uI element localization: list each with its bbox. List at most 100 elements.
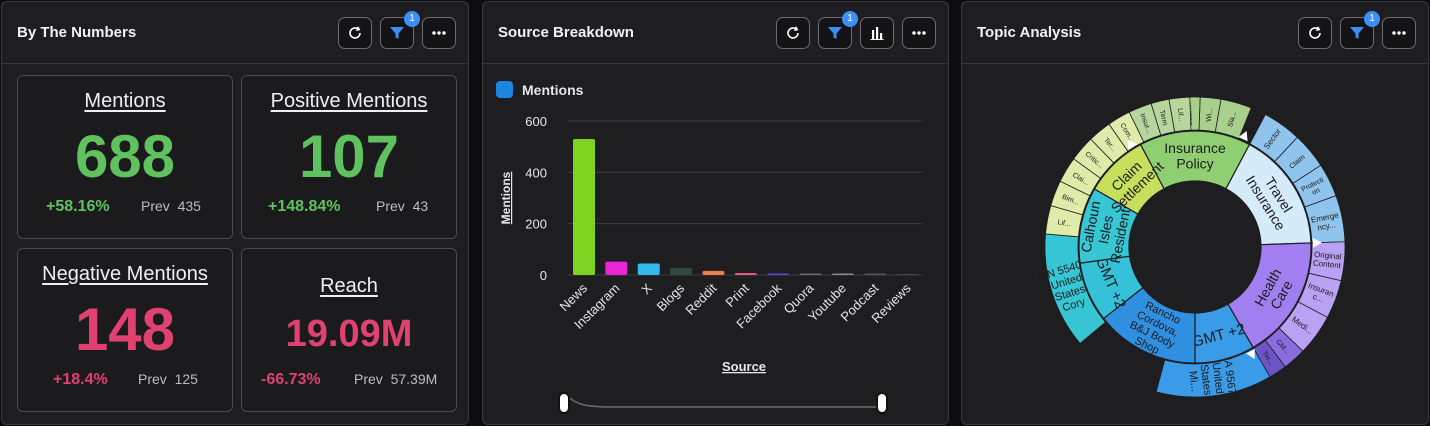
segment-label-line: Policy (1176, 156, 1213, 172)
subtopic-segment[interactable] (1214, 98, 1252, 140)
bar-facebook[interactable] (767, 273, 790, 276)
filter-icon (1350, 26, 1364, 39)
refresh-icon (349, 25, 361, 39)
y-tick-label: 0 (540, 268, 547, 283)
x-axis-title: Source (722, 359, 766, 374)
range-handle-right[interactable] (876, 392, 888, 414)
segment-label-line: Mi... (1186, 370, 1201, 392)
y-tick-label: 600 (525, 114, 547, 129)
kpi-card-negative-mentions[interactable]: Negative Mentions 148 +18.4% Prev 125 (17, 248, 233, 412)
bar-x[interactable] (637, 263, 660, 275)
y-tick-labels: 0 200 400 600 (525, 114, 547, 283)
range-handle-left[interactable] (558, 392, 570, 414)
kpi-prev-label: Prev (141, 198, 170, 214)
kpi-change: -66.73% (261, 371, 321, 388)
segment-label-line: Wi... (1206, 107, 1214, 122)
chart-grid (567, 120, 923, 276)
segment-label: Sla... (1227, 111, 1238, 128)
segment-label-line: Sla... (1227, 111, 1238, 128)
kpi-label[interactable]: Mentions (84, 90, 166, 112)
segment-label-line: Term (1158, 110, 1168, 127)
pointer-marker (1127, 139, 1137, 150)
kpi-label[interactable]: Positive Mentions (270, 90, 428, 112)
kpi-prev-value: 435 (177, 198, 201, 214)
filter-button[interactable]: 1 (380, 10, 420, 49)
x-tick-label: X (638, 280, 655, 297)
segment-label-line: Isles (1095, 214, 1116, 245)
subtopic-segment[interactable] (1155, 347, 1271, 398)
segment-label-line: Insurance (1164, 140, 1226, 156)
segment-label: Lif... (1057, 219, 1071, 228)
y-axis-title: Mentions (499, 171, 513, 224)
chart-bars (573, 138, 919, 276)
more-options-button[interactable] (422, 16, 456, 49)
kpi-change: +18.4% (53, 371, 108, 388)
bar-blogs[interactable] (670, 267, 693, 275)
segment-label-line: on (1311, 187, 1321, 197)
source-panel-header: Source Breakdown 1 (483, 2, 948, 64)
bar-news[interactable] (573, 138, 595, 275)
topic-sunburst: Bim...Busin...Wi...Sla...SectorClaimProt… (1037, 96, 1346, 406)
bar-reviews[interactable] (896, 274, 919, 275)
bar-reddit[interactable] (702, 270, 725, 275)
kpi-prev: Prev 57.39M (354, 371, 437, 387)
source-panel: Source Breakdown 1 Mentions 0 200 400 600 M… (482, 1, 949, 425)
chart-type-button[interactable] (860, 16, 894, 49)
kpi-card-positive-mentions[interactable]: Positive Mentions 107 +148.84% Prev 43 (241, 75, 457, 239)
filter-button[interactable]: 1 (818, 10, 858, 49)
segment-label-line: Content (1313, 259, 1343, 271)
refresh-button[interactable] (776, 16, 810, 49)
topic-segment[interactable] (1093, 143, 1165, 215)
segment-label: OriginalContent (1313, 250, 1343, 270)
range-slider[interactable] (558, 392, 888, 414)
kpi-value: 688 (74, 123, 176, 190)
subtopic-segment[interactable] (1168, 96, 1192, 133)
bar-podcast[interactable] (864, 273, 887, 276)
more-options-button[interactable] (1382, 16, 1416, 49)
more-icon (912, 30, 926, 35)
bar-chart-icon (870, 26, 884, 40)
kpi-label[interactable]: Reach (320, 275, 378, 297)
kpi-card-mentions[interactable]: Mentions 688 +58.16% Prev 435 (17, 75, 233, 239)
bar-print[interactable] (734, 272, 757, 275)
kpi-prev-value: 125 (174, 371, 198, 387)
topic-panel-header: Topic Analysis 1 (962, 2, 1428, 64)
bar-quora[interactable] (799, 273, 822, 276)
filter-count-badge: 1 (842, 10, 858, 27)
pointer-marker (1245, 348, 1255, 360)
refresh-icon (1309, 25, 1321, 39)
segment-label: Emergency... (1310, 210, 1341, 233)
kpi-card-reach[interactable]: Reach 19.09M -66.73% Prev 57.39M (241, 248, 457, 412)
segment-label-line: Original (1314, 250, 1343, 262)
more-icon (1392, 30, 1406, 35)
refresh-button[interactable] (338, 16, 372, 49)
segment-label: Insurance Policy (1164, 140, 1226, 171)
kpi-value: 19.09M (285, 313, 413, 355)
kpi-prev-value: 57.39M (390, 371, 438, 387)
segment-label: CA 95670UnitedStatesMi... (1184, 352, 1238, 406)
segment-label: Term (1158, 110, 1168, 127)
segment-label-line: Lif... (1057, 219, 1071, 228)
topic-panel-title: Topic Analysis (977, 24, 1082, 41)
topic-panel: Topic Analysis 1 Bim...Busin...Wi...Sla.… (961, 1, 1429, 425)
kpi-label[interactable]: Negative Mentions (42, 263, 208, 285)
more-options-button[interactable] (902, 16, 936, 49)
kpi-change: +58.16% (46, 198, 110, 215)
legend-swatch (496, 81, 513, 98)
bar-instagram[interactable] (605, 261, 628, 275)
outer-ring: Bim...Busin...Wi...Sla...SectorClaimProt… (1037, 96, 1346, 406)
bar-youtube[interactable] (831, 273, 854, 276)
filter-button[interactable]: 1 (1340, 10, 1380, 49)
more-icon (432, 30, 446, 35)
filter-icon (828, 26, 842, 39)
kpi-prev: Prev 125 (138, 371, 198, 387)
numbers-panel: By The Numbers 1 Mentions 688 +58.16% Pr… (1, 1, 469, 425)
pointer-marker (1312, 237, 1322, 248)
filter-count-badge: 1 (404, 10, 420, 27)
chart-legend[interactable]: Mentions (496, 81, 584, 98)
segment-label-line: c... (1311, 292, 1324, 304)
filter-count-badge: 1 (1364, 10, 1380, 27)
legend-label: Mentions (522, 82, 584, 98)
refresh-button[interactable] (1298, 16, 1332, 49)
